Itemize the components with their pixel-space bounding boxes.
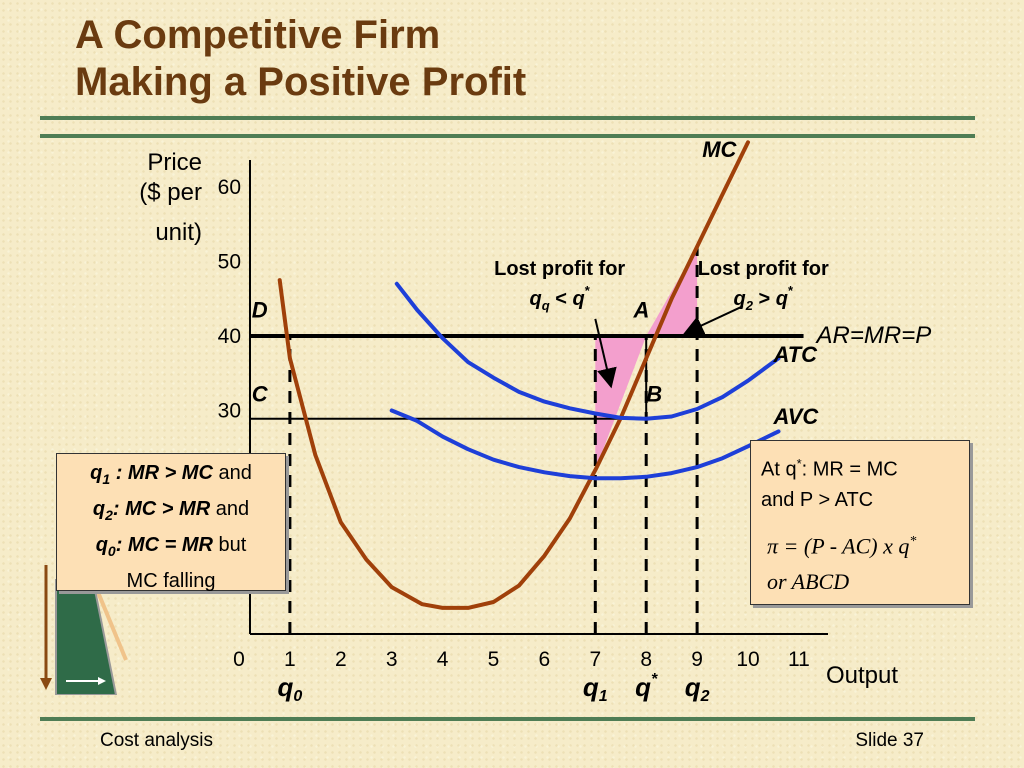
y-axis-label-line-3: unit): [155, 219, 202, 246]
condition-line-q2: q2: MC > MR and: [92, 498, 250, 523]
ornament-arrow-head: [40, 678, 52, 690]
x-tick-label: 2: [335, 648, 347, 671]
point-label-c: C: [252, 382, 269, 407]
point-label-d: D: [252, 297, 268, 322]
x-tick-label: 4: [437, 648, 449, 671]
lost-profit-right-line-1: Lost profit for: [698, 258, 829, 280]
x-tick-label: 6: [539, 648, 551, 671]
profit-box: At q*: MR = MC and P > ATC π = (P - AC) …: [750, 440, 970, 605]
atc-label: ATC: [772, 342, 818, 367]
quantity-label: q2: [685, 672, 710, 705]
y-tick-label: 60: [218, 176, 241, 199]
atc-curve: [394, 281, 781, 421]
lost-profit-left-arrow: [594, 318, 617, 389]
ornament-small-arrow-head: [98, 677, 106, 685]
bottom-divider: [40, 717, 975, 721]
lost-profit-left-line-1: Lost profit for: [494, 258, 625, 280]
profit-condition-2: and P > ATC: [761, 488, 874, 511]
quantity-label: q*: [635, 671, 658, 702]
top-divider: [40, 116, 975, 120]
title-line-1: A Competitive Firm: [75, 13, 441, 57]
y-tick-label: 50: [218, 251, 241, 274]
x-tick-label: 1: [284, 648, 296, 671]
condition-box: q1 : MR > MC and q2: MC > MR and q0: MC …: [56, 453, 286, 592]
y-axis-label-line-1: Price: [147, 149, 202, 176]
price-line-label: AR=MR=P: [815, 322, 932, 349]
decorative-ornament: [40, 565, 128, 695]
avc-label: AVC: [772, 404, 819, 429]
point-label-a: A: [632, 297, 649, 322]
x-tick-label: 0: [233, 648, 245, 671]
x-tick-label: 9: [691, 648, 703, 671]
x-tick-label: 11: [788, 648, 810, 671]
footer-right: Slide 37: [855, 730, 924, 751]
mc-label: MC: [702, 137, 737, 162]
slide-title: A Competitive Firm Making a Positive Pro…: [75, 12, 526, 106]
x-tick-label: 5: [488, 648, 500, 671]
point-label-b: B: [646, 382, 662, 407]
x-tick-label: 7: [589, 648, 601, 671]
lost-profit-left-line-2: qq < q*: [530, 283, 591, 313]
y-tick-label: 30: [218, 400, 241, 423]
x-tick-label: 3: [386, 648, 398, 671]
lost-profit-right-arrow: [683, 305, 744, 335]
x-tick-label: 8: [640, 648, 652, 671]
y-tick-label: 40: [218, 325, 241, 348]
mc-curve: [277, 140, 750, 610]
footer-left: Cost analysis: [100, 730, 213, 751]
lost-profit-right-line-2: q2 > q*: [734, 283, 794, 313]
x-axis-label: Output: [826, 662, 898, 689]
condition-line-q0: q0: MC = MR but: [95, 534, 247, 559]
profit-area: or ABCD: [767, 568, 850, 594]
top-divider-2: [40, 134, 975, 138]
title-line-2: Making a Positive Profit: [75, 60, 527, 104]
ornament-stroke: [91, 579, 128, 661]
quantity-label: q1: [583, 672, 608, 705]
profit-condition-1: At q*: MR = MC: [761, 456, 898, 481]
condition-line-mc: MC falling: [126, 570, 216, 592]
y-axis-label: Price ($ per unit): [139, 149, 202, 246]
profit-formula: π = (P - AC) x q*: [767, 532, 917, 558]
y-axis-label-line-2: ($ per: [139, 179, 202, 206]
x-tick-label: 10: [736, 648, 759, 671]
avc-curve: [389, 408, 781, 481]
quantity-label: q0: [278, 672, 303, 705]
condition-line-q1: q1 : MR > MC and: [90, 462, 252, 487]
